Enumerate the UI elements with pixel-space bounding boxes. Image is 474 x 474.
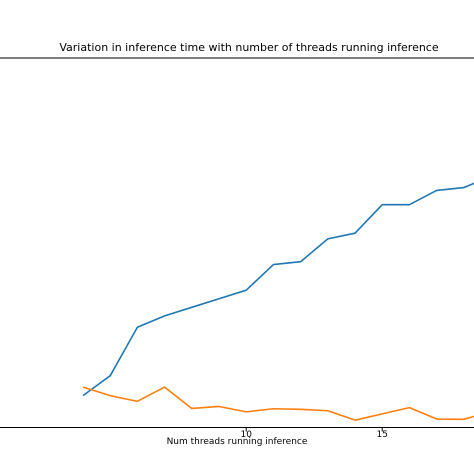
x-axis-ticks: 101520 bbox=[240, 427, 388, 440]
series-2-line bbox=[82, 386, 474, 421]
x-tick-label-1: 10 bbox=[240, 430, 252, 440]
series-1-line bbox=[82, 182, 474, 397]
series-layer bbox=[82, 182, 474, 421]
x-tick-label-2: 15 bbox=[376, 430, 387, 440]
chart-title: Variation in inference time with number … bbox=[59, 41, 438, 54]
x-axis-label: Num threads running inference bbox=[167, 437, 308, 447]
